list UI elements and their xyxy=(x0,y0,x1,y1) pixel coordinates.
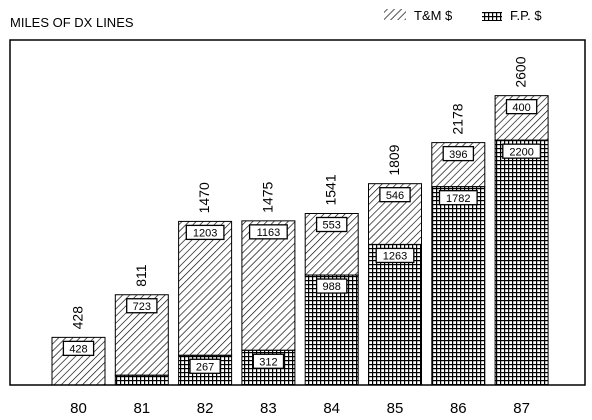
value-label-fp-82-box xyxy=(189,358,221,374)
total-label-86: 2178 xyxy=(449,103,465,134)
value-label-tm-84-box xyxy=(315,216,348,233)
bar-fp-81 xyxy=(114,374,169,386)
chart-title: MILES OF DX LINES xyxy=(10,15,134,30)
x-tick-86: 86 xyxy=(450,400,467,417)
legend-swatch-tm xyxy=(384,9,406,20)
value-label-fp-85-box xyxy=(375,247,415,264)
legend: T&M $ F.P. $ xyxy=(384,8,542,23)
value-label-tm-81-box xyxy=(126,298,158,314)
x-tick-84: 84 xyxy=(323,400,340,417)
total-label-80: 428 xyxy=(70,306,86,330)
total-label-82: 1470 xyxy=(196,182,212,213)
total-label-87: 2600 xyxy=(513,56,529,87)
plot-frame xyxy=(9,39,586,386)
value-label-tm-86: 396 xyxy=(449,149,467,161)
bar-tm-82 xyxy=(178,220,233,356)
x-tick-85: 85 xyxy=(387,400,404,417)
value-label-tm-80-box xyxy=(62,340,95,357)
value-label-tm-82-box xyxy=(185,224,225,241)
value-label-tm-83-box xyxy=(248,224,288,240)
value-label-fp-87-box xyxy=(502,143,542,159)
value-label-tm-86-box xyxy=(442,145,475,162)
bar-fp-85 xyxy=(368,243,422,386)
total-label-83: 1475 xyxy=(259,181,275,212)
legend-label-tm: T&M $ xyxy=(414,8,453,23)
value-label-fp-83: 312 xyxy=(259,356,277,368)
value-label-tm-80: 428 xyxy=(69,344,87,356)
value-label-fp-86: 1782 xyxy=(446,193,470,205)
x-tick-83: 83 xyxy=(260,400,277,417)
value-label-tm-82: 1203 xyxy=(193,228,217,240)
value-label-fp-86-box xyxy=(438,190,478,206)
total-label-84: 1541 xyxy=(323,174,339,205)
x-tick-81: 81 xyxy=(133,400,150,417)
value-label-fp-84-box xyxy=(315,278,348,294)
legend-label-fp: F.P. $ xyxy=(510,8,542,23)
value-label-fp-83-box xyxy=(252,353,285,369)
value-label-fp-87: 2200 xyxy=(509,146,533,158)
value-label-fp-84: 988 xyxy=(323,281,341,293)
bars: 428 428 723 811 1203 267 1470 1163 312 1475 553 988… xyxy=(51,56,549,386)
bar-tm-83 xyxy=(241,220,296,351)
bar-fp-87 xyxy=(494,139,549,386)
value-label-fp-82: 267 xyxy=(196,361,214,373)
total-label-85: 1809 xyxy=(386,144,402,175)
value-label-tm-85: 546 xyxy=(386,190,404,202)
value-label-tm-81: 723 xyxy=(133,301,151,313)
bar-fp-86 xyxy=(431,186,486,386)
legend-swatch-fp xyxy=(482,12,502,21)
value-label-tm-87: 400 xyxy=(512,102,530,114)
total-label-81: 811 xyxy=(133,264,149,287)
value-label-fp-85: 1263 xyxy=(383,251,407,263)
x-tick-80: 80 xyxy=(70,400,87,417)
value-label-tm-87-box xyxy=(505,98,538,115)
value-label-tm-83: 1163 xyxy=(257,227,281,239)
value-label-tm-85-box xyxy=(379,187,411,203)
x-axis-tick-labels: 80 81 82 83 84 85 86 87 xyxy=(70,400,530,417)
x-tick-87: 87 xyxy=(513,400,530,417)
value-label-tm-84: 553 xyxy=(323,220,341,232)
x-tick-82: 82 xyxy=(197,400,214,417)
